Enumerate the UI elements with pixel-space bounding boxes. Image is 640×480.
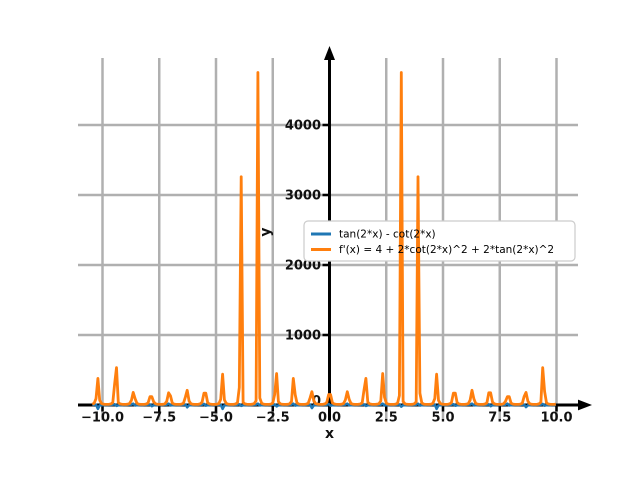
y-tick-label: 2000 xyxy=(285,259,321,274)
legend-label-series2: f'(x) = 4 + 2*cot(2*x)^2 + 2*tan(2*x)^2 xyxy=(339,244,554,256)
y-axis-title: y xyxy=(258,227,274,236)
x-tick-label: −5.0 xyxy=(199,411,233,426)
tick-labels-layer: −10.0−7.5−5.0−2.50.02.55.07.510.00100020… xyxy=(81,119,573,426)
x-tick-label: 10.0 xyxy=(540,411,572,426)
series-line-fprime xyxy=(91,71,556,406)
y-tick-label: 3000 xyxy=(285,189,321,204)
x-tick-label: 7.5 xyxy=(488,411,511,426)
curves-layer xyxy=(91,71,556,411)
x-axis-title: x xyxy=(325,426,334,442)
x-tick-label: 5.0 xyxy=(431,411,454,426)
x-tick-label: −10.0 xyxy=(81,411,124,426)
x-tick-label: −7.5 xyxy=(142,411,176,426)
y-tick-label: 1000 xyxy=(285,329,321,344)
x-tick-label: −2.5 xyxy=(256,411,290,426)
y-axis-arrow-icon xyxy=(324,46,335,60)
x-tick-label: 2.5 xyxy=(375,411,398,426)
legend-label-series1: tan(2*x) - cot(2*x) xyxy=(339,229,436,241)
y-tick-label: 4000 xyxy=(285,119,321,134)
y-tick-label: 0 xyxy=(312,394,321,409)
legend: tan(2*x) - cot(2*x) f'(x) = 4 + 2*cot(2*… xyxy=(311,229,554,256)
x-axis-arrow-icon xyxy=(578,399,592,411)
legend-box xyxy=(303,220,576,262)
